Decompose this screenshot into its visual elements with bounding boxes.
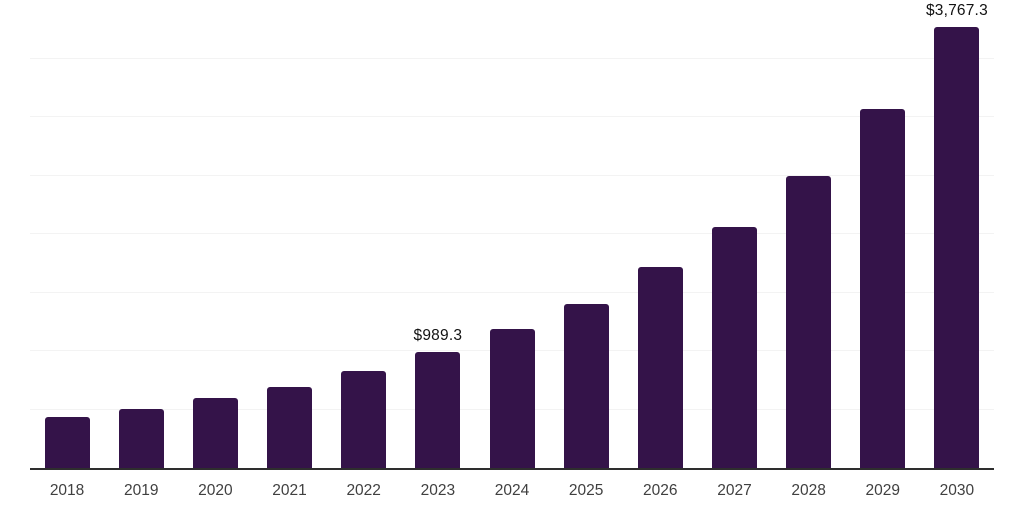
bar-2020 [192, 398, 238, 468]
x-tick-2025: 2025 [568, 482, 604, 499]
x-tick-2022: 2022 [346, 482, 381, 499]
bar-2018 [44, 417, 90, 468]
x-axis: 2018 2019 2020 2021 2022 2023 2024 2025 2026 2027… [30, 482, 994, 506]
x-tick-2028: 2028 [791, 482, 826, 499]
gridline-2500 [30, 174, 994, 176]
bar-2019 [118, 408, 164, 468]
x-tick-2019: 2019 [123, 482, 159, 499]
bar-2022 [341, 371, 387, 468]
bar-2027 [711, 226, 757, 468]
bar-2025 [563, 304, 609, 468]
gridline-3500 [30, 57, 994, 59]
x-tick-2029: 2029 [865, 482, 900, 499]
x-tick-2024: 2024 [494, 482, 530, 499]
x-tick-2020: 2020 [198, 482, 233, 499]
bar-value-label-2023: $989.3 [413, 327, 463, 345]
bar-value-label-2030: $3,767.3 [925, 2, 988, 20]
bar-2029 [860, 109, 906, 468]
gridline-3000 [30, 116, 994, 117]
bar-2028 [786, 176, 832, 468]
x-tick-2021: 2021 [272, 482, 307, 499]
bar-2026 [637, 267, 683, 468]
x-tick-2030: 2030 [939, 482, 975, 499]
bar-2023 [415, 352, 461, 468]
gridline-2000 [30, 233, 994, 234]
plot-area: $989.3 $3,767.3 [30, 2, 994, 470]
bar-2030 [934, 27, 980, 468]
x-tick-2023: 2023 [420, 482, 456, 499]
x-tick-2018: 2018 [49, 482, 85, 499]
bar-2024 [489, 329, 535, 468]
x-tick-2026: 2026 [643, 482, 678, 499]
bar-2021 [267, 387, 313, 468]
gridline-1500 [30, 291, 994, 293]
x-tick-2027: 2027 [717, 482, 752, 499]
